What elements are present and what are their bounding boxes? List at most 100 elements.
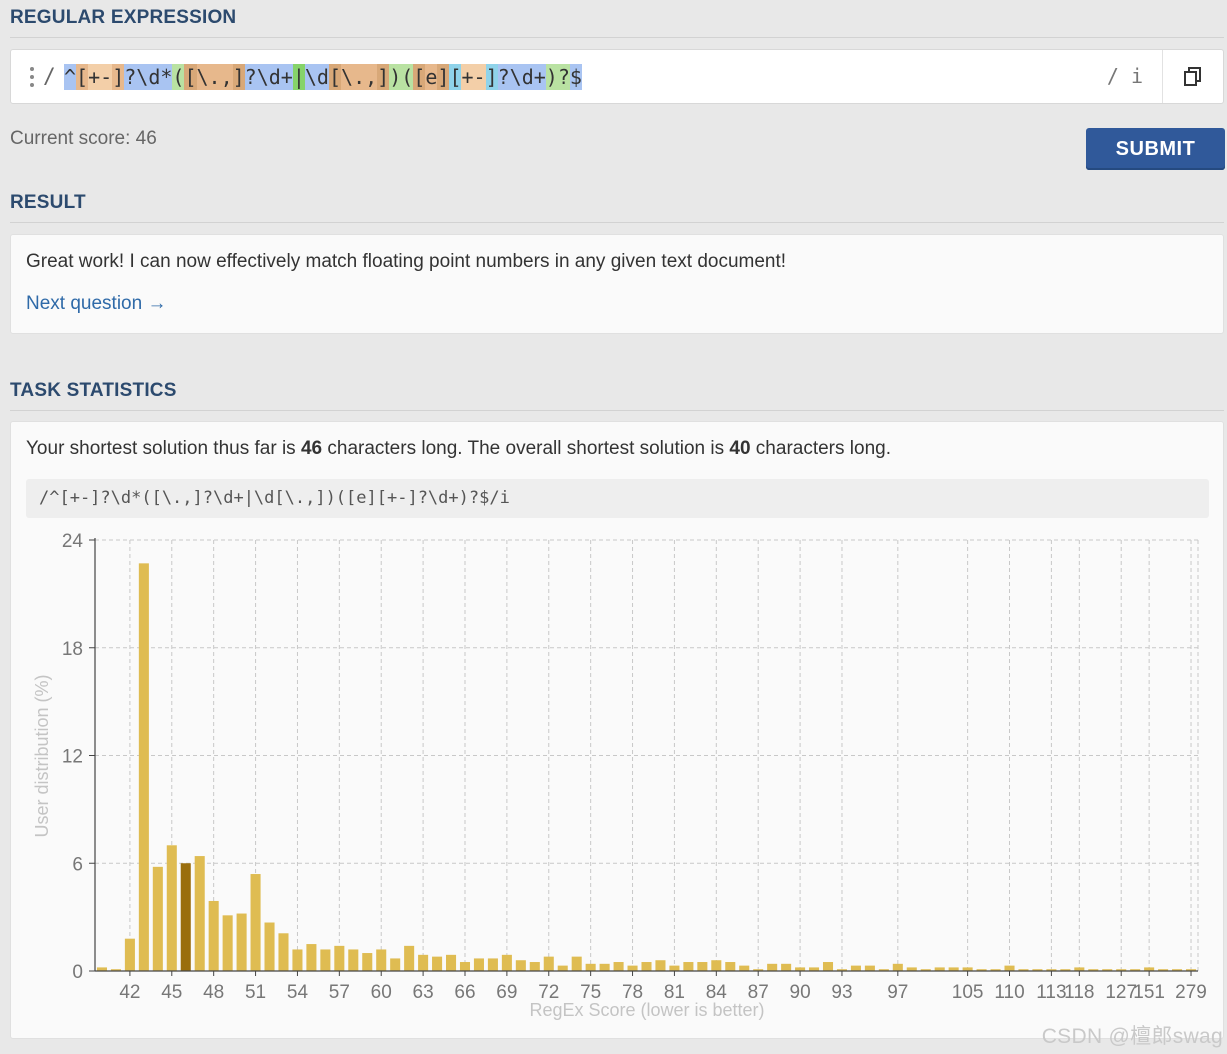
bar[interactable] bbox=[864, 965, 875, 971]
x-tick-label: 66 bbox=[454, 982, 475, 1003]
bar[interactable] bbox=[236, 913, 247, 971]
bar[interactable] bbox=[138, 563, 149, 971]
bar[interactable] bbox=[1185, 969, 1197, 971]
bar[interactable] bbox=[641, 962, 652, 971]
bar[interactable] bbox=[334, 945, 345, 971]
bar[interactable] bbox=[278, 933, 289, 971]
bar[interactable] bbox=[96, 967, 108, 971]
x-tick-label: 113 bbox=[1036, 982, 1066, 1003]
bar[interactable] bbox=[711, 960, 722, 971]
bar[interactable] bbox=[878, 969, 889, 971]
bar[interactable] bbox=[1102, 969, 1113, 971]
bar[interactable] bbox=[836, 969, 847, 971]
bar[interactable] bbox=[613, 962, 624, 971]
bar[interactable] bbox=[1130, 969, 1141, 971]
bar[interactable] bbox=[1088, 969, 1099, 971]
bar[interactable] bbox=[1074, 967, 1085, 971]
bar[interactable] bbox=[543, 956, 554, 971]
bar[interactable] bbox=[557, 965, 568, 971]
bar[interactable] bbox=[795, 967, 806, 971]
bar[interactable] bbox=[1018, 969, 1029, 971]
regex-input[interactable]: ^[+-] ?\d*([\.,] ?\d+ | \d[\.,])([e][+-] ?\d+… bbox=[64, 64, 582, 92]
bar[interactable] bbox=[1004, 965, 1015, 971]
bar[interactable] bbox=[418, 954, 429, 971]
bar[interactable] bbox=[1172, 969, 1183, 971]
bar[interactable] bbox=[920, 969, 931, 971]
regex-token: $ bbox=[569, 64, 582, 90]
bar[interactable] bbox=[432, 956, 443, 971]
bar[interactable] bbox=[487, 958, 498, 971]
bar[interactable] bbox=[725, 962, 736, 971]
bar[interactable] bbox=[976, 969, 987, 971]
regex-token: ] bbox=[232, 64, 245, 90]
bar[interactable] bbox=[459, 962, 471, 971]
bar[interactable] bbox=[906, 967, 917, 971]
bar-highlight[interactable] bbox=[180, 863, 191, 971]
bar[interactable] bbox=[1032, 969, 1043, 971]
regex-token: ] bbox=[485, 64, 498, 90]
bar[interactable] bbox=[669, 965, 680, 971]
bar[interactable] bbox=[585, 963, 596, 971]
bar[interactable] bbox=[501, 954, 512, 971]
bar[interactable] bbox=[753, 969, 764, 971]
score-distribution-chart: 0 6 12 18 24 42 45 48 51 54 57 60 63 66 69 72 75 78 81 84 87… bbox=[32, 531, 1207, 1020]
bar[interactable] bbox=[166, 845, 177, 971]
copy-button[interactable] bbox=[1162, 50, 1223, 103]
bar[interactable] bbox=[292, 949, 303, 971]
bar[interactable] bbox=[850, 965, 861, 971]
bar[interactable] bbox=[208, 900, 219, 971]
bar[interactable] bbox=[822, 962, 834, 971]
regex-token: \., bbox=[196, 64, 233, 90]
bar[interactable] bbox=[124, 938, 135, 971]
submit-button[interactable]: SUBMIT bbox=[1086, 128, 1225, 170]
bar[interactable] bbox=[473, 958, 484, 971]
bar[interactable] bbox=[892, 963, 903, 971]
regex-editor[interactable]: / ^[+-] ?\d*([\.,] ?\d+ | \d[\.,])([e][+-] ?\… bbox=[10, 49, 1224, 104]
bar[interactable] bbox=[306, 944, 317, 971]
bar[interactable] bbox=[948, 967, 959, 971]
regex-flags[interactable]: / i bbox=[1106, 64, 1143, 88]
bar[interactable] bbox=[152, 866, 163, 971]
bar[interactable] bbox=[599, 963, 610, 971]
bar[interactable] bbox=[739, 965, 750, 971]
x-tick-label: 81 bbox=[664, 982, 685, 1003]
bar[interactable] bbox=[1046, 969, 1057, 971]
bar[interactable] bbox=[390, 958, 401, 971]
bar[interactable] bbox=[1060, 969, 1071, 971]
bar[interactable] bbox=[962, 967, 973, 971]
bar[interactable] bbox=[571, 956, 582, 971]
bar[interactable] bbox=[362, 953, 373, 971]
bar[interactable] bbox=[110, 969, 121, 971]
x-tick-label: 87 bbox=[748, 982, 769, 1003]
bar[interactable] bbox=[264, 922, 275, 971]
bar[interactable] bbox=[376, 949, 387, 971]
bar[interactable] bbox=[348, 949, 359, 971]
bar[interactable] bbox=[222, 915, 233, 971]
bar[interactable] bbox=[809, 967, 820, 971]
regex-token: ( bbox=[172, 64, 185, 90]
bar[interactable] bbox=[250, 874, 261, 971]
next-question-link[interactable]: Next question → bbox=[26, 293, 167, 314]
x-tick-label: 105 bbox=[952, 982, 984, 1003]
bar[interactable] bbox=[767, 963, 778, 971]
copy-icon bbox=[1184, 66, 1201, 86]
bar[interactable] bbox=[990, 969, 1001, 971]
regex-token: ?\d+ bbox=[244, 64, 293, 90]
bar[interactable] bbox=[529, 962, 540, 971]
drag-handle-icon[interactable] bbox=[29, 67, 35, 87]
bar[interactable] bbox=[781, 963, 792, 971]
bar[interactable] bbox=[934, 967, 945, 971]
bar[interactable] bbox=[1158, 969, 1169, 971]
bar[interactable] bbox=[655, 960, 666, 971]
bar[interactable] bbox=[446, 954, 457, 971]
x-tick-label: 75 bbox=[580, 982, 601, 1003]
bar[interactable] bbox=[194, 856, 205, 971]
bar[interactable] bbox=[627, 965, 638, 971]
bar[interactable] bbox=[515, 960, 526, 971]
bar[interactable] bbox=[1144, 967, 1155, 971]
bar[interactable] bbox=[320, 949, 331, 971]
bar[interactable] bbox=[697, 962, 708, 971]
bar[interactable] bbox=[683, 962, 694, 971]
bar[interactable] bbox=[404, 945, 415, 971]
bar[interactable] bbox=[1116, 969, 1127, 971]
